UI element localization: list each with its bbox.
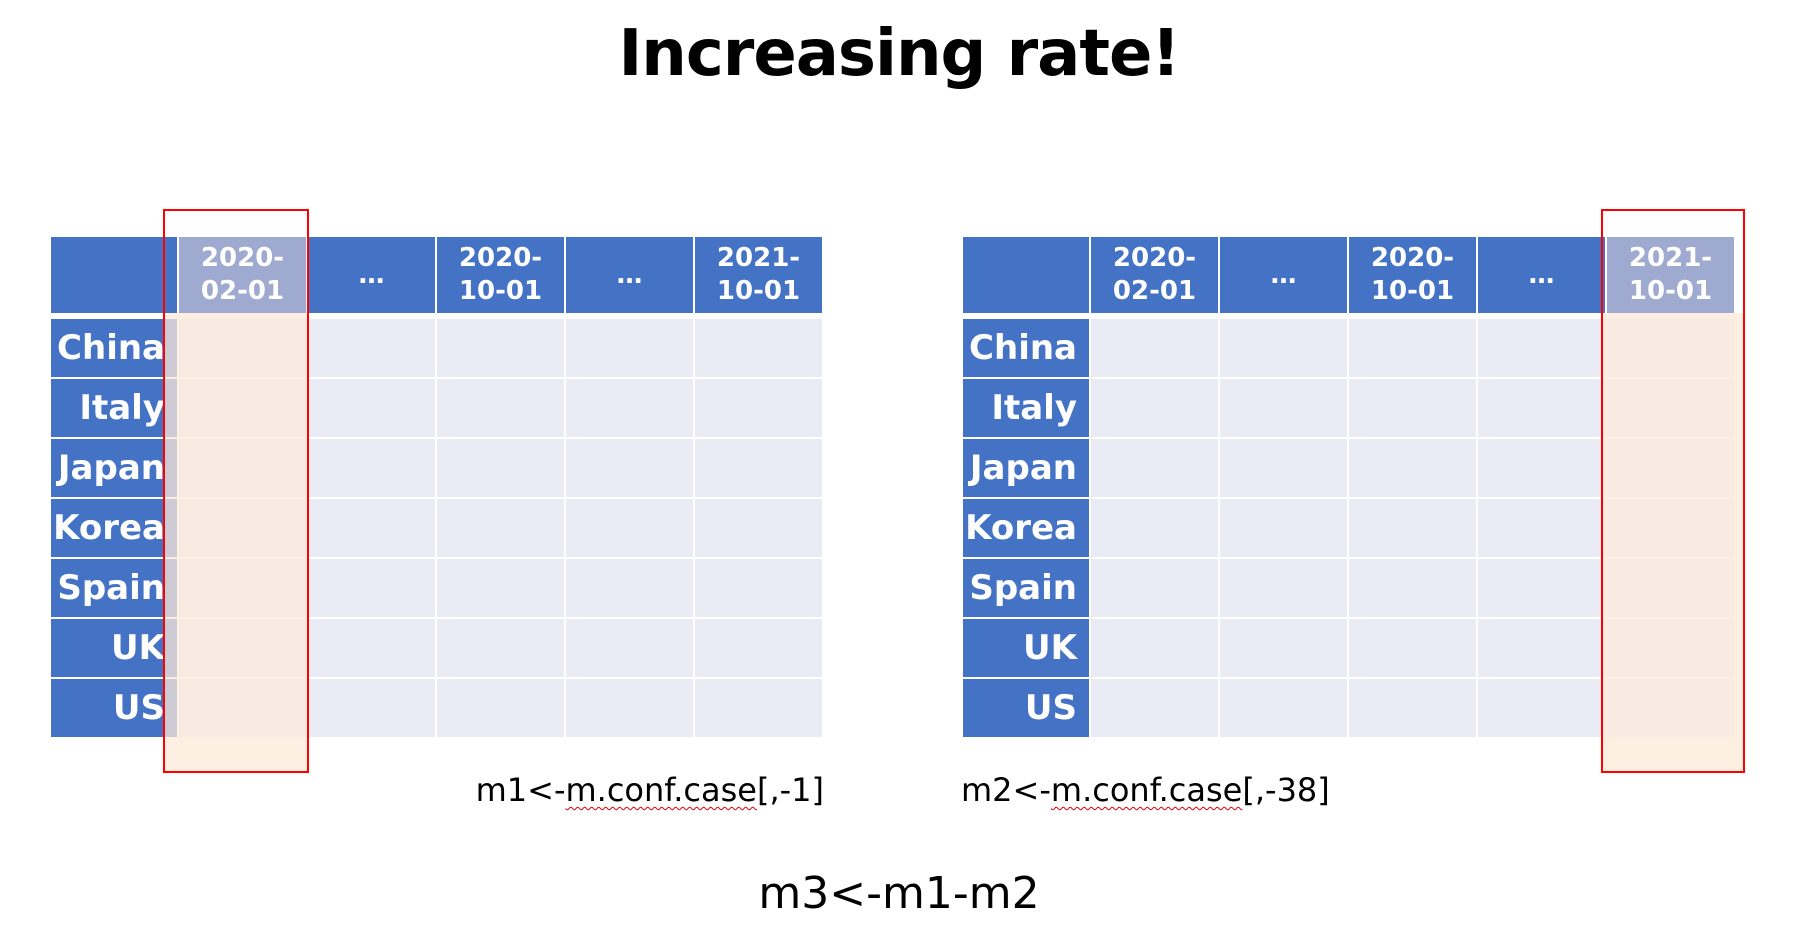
code-left-prefix: m1<- [475,771,566,809]
table-cell [1478,499,1605,557]
table-cell [1349,319,1476,377]
table-cell [695,679,822,737]
highlight-fill-right [1603,313,1744,772]
table-cell [1091,559,1218,617]
table-cell [695,319,822,377]
table-cell [437,379,564,437]
corner-cell [963,237,1089,313]
table-cell [1349,439,1476,497]
table-cell [1478,619,1605,677]
table-cell [566,619,693,677]
row-header: Japan [51,439,177,497]
row-header: Japan [963,439,1089,497]
highlight-fill-left [165,313,308,772]
table-cell [1478,319,1605,377]
table-cell [308,439,435,497]
table-cell [1220,379,1347,437]
table-cell [437,499,564,557]
table-cell [1091,439,1218,497]
table-cell [308,319,435,377]
table-cell [566,499,693,557]
column-header: … [566,237,693,313]
row-header: US [51,679,177,737]
table-cell [1091,679,1218,737]
row-header: China [51,319,177,377]
column-header: … [1478,237,1605,313]
table-cell [1349,559,1476,617]
column-header: 2020- 02-01 [1091,237,1218,313]
table-cell [1091,319,1218,377]
table-cell [1478,559,1605,617]
table-cell [566,679,693,737]
table-cell [1349,379,1476,437]
table-cell [1220,559,1347,617]
table-cell [566,319,693,377]
column-header: 2020- 10-01 [1349,237,1476,313]
table-cell [1091,379,1218,437]
formula: m3<-m1-m2 [758,868,1040,919]
table-cell [437,439,564,497]
code-left-func: m.conf.case [565,771,757,809]
table-cell [1478,679,1605,737]
column-header: 2021- 10-01 [1607,237,1734,313]
row-header: Spain [51,559,177,617]
row-header: Italy [51,379,177,437]
column-header: 2020- 10-01 [437,237,564,313]
row-header: UK [51,619,177,677]
column-header: … [308,237,435,313]
table-cell [695,559,822,617]
table-cell [437,319,564,377]
column-header: 2021- 10-01 [695,237,822,313]
table-cell [308,619,435,677]
code-left: m1<-m.conf.case[,-1] [476,770,824,810]
table-cell [1478,439,1605,497]
table-cell [566,439,693,497]
table-cell [566,559,693,617]
table-cell [695,379,822,437]
table-cell [308,379,435,437]
row-header: Korea [51,499,177,557]
table-cell [1091,499,1218,557]
row-header: Italy [963,379,1089,437]
table-cell [1220,319,1347,377]
table-cell [308,679,435,737]
row-header: Korea [963,499,1089,557]
code-left-suffix: [,-1] [756,771,824,809]
code-right-suffix: [,-38] [1242,771,1330,809]
table-cell [1478,379,1605,437]
table-cell [437,619,564,677]
table-cell [695,619,822,677]
highlight-box-left [163,209,309,773]
table-cell [1349,619,1476,677]
row-header: China [963,319,1089,377]
column-header: 2020- 02-01 [179,237,306,313]
table-cell [437,679,564,737]
table-cell [1220,679,1347,737]
table-cell [1220,619,1347,677]
table-cell [1220,439,1347,497]
table-cell [1349,499,1476,557]
table-cell [308,559,435,617]
table-cell [308,499,435,557]
code-right-func: m.conf.case [1050,771,1243,809]
row-header: Spain [963,559,1089,617]
column-header: … [1220,237,1347,313]
table-cell [1091,619,1218,677]
table-cell [566,379,693,437]
row-header: UK [963,619,1089,677]
corner-cell [51,237,177,313]
table-cell [437,559,564,617]
code-right-prefix: m2<- [961,771,1051,809]
table-cell [1220,499,1347,557]
row-header: US [963,679,1089,737]
table-cell [1349,679,1476,737]
table-cell [695,499,822,557]
highlight-box-right [1601,209,1745,773]
page-title: Increasing rate! [618,17,1180,91]
code-right: m2<-m.conf.case[,-38] [961,770,1330,810]
table-cell [695,439,822,497]
